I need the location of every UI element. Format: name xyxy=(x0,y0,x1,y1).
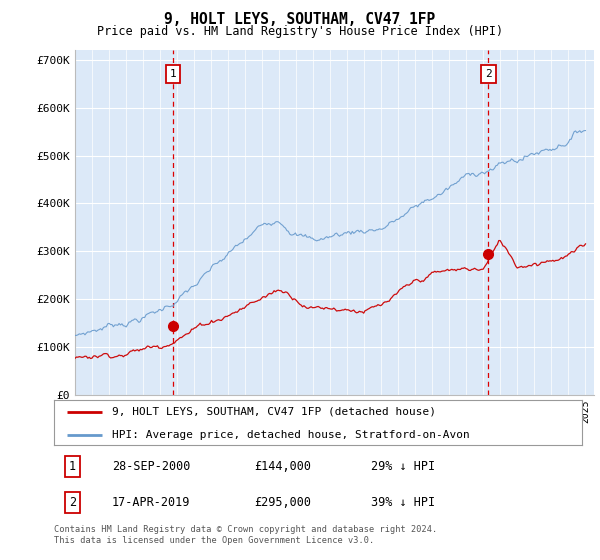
Text: 1: 1 xyxy=(169,69,176,80)
Text: 29% ↓ HPI: 29% ↓ HPI xyxy=(371,460,435,473)
Text: £144,000: £144,000 xyxy=(254,460,311,473)
Text: 2: 2 xyxy=(485,69,492,80)
Text: 9, HOLT LEYS, SOUTHAM, CV47 1FP: 9, HOLT LEYS, SOUTHAM, CV47 1FP xyxy=(164,12,436,27)
Text: 39% ↓ HPI: 39% ↓ HPI xyxy=(371,496,435,509)
Text: 28-SEP-2000: 28-SEP-2000 xyxy=(112,460,190,473)
Text: 9, HOLT LEYS, SOUTHAM, CV47 1FP (detached house): 9, HOLT LEYS, SOUTHAM, CV47 1FP (detache… xyxy=(112,407,436,417)
Text: Contains HM Land Registry data © Crown copyright and database right 2024.
This d: Contains HM Land Registry data © Crown c… xyxy=(54,525,437,545)
Text: 17-APR-2019: 17-APR-2019 xyxy=(112,496,190,509)
Text: 2: 2 xyxy=(69,496,76,509)
Text: HPI: Average price, detached house, Stratford-on-Avon: HPI: Average price, detached house, Stra… xyxy=(112,430,470,440)
Text: Price paid vs. HM Land Registry's House Price Index (HPI): Price paid vs. HM Land Registry's House … xyxy=(97,25,503,38)
Text: £295,000: £295,000 xyxy=(254,496,311,509)
Text: 1: 1 xyxy=(69,460,76,473)
